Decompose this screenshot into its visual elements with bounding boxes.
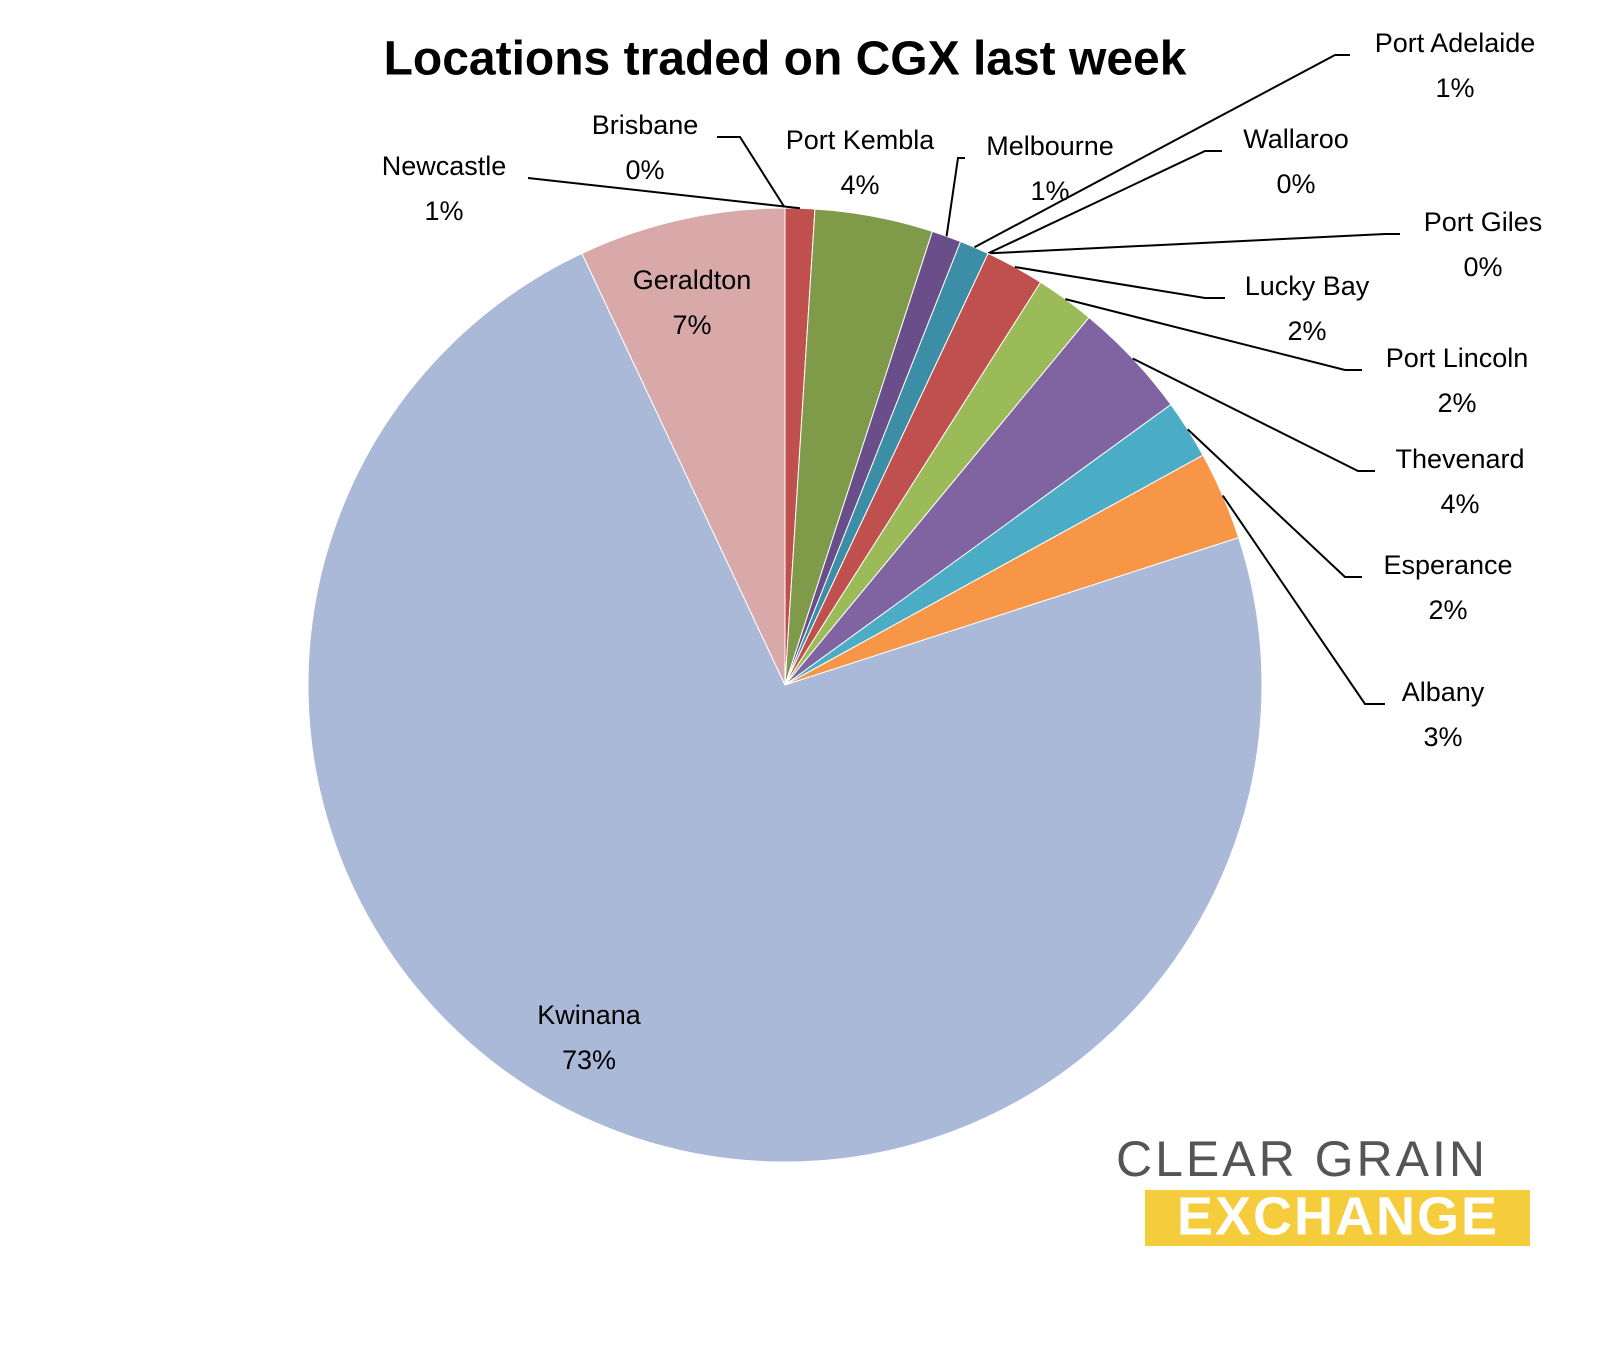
pie-slice	[581, 207, 786, 686]
slice-value-label: 2%	[1437, 388, 1476, 418]
slice-label: Esperance	[1383, 550, 1512, 580]
leader-line	[1014, 266, 1225, 299]
slice-value-label: 1%	[1435, 73, 1474, 103]
slice-label: Kwinana	[537, 1000, 642, 1030]
leader-line	[973, 54, 1350, 249]
slice-value-label: 7%	[672, 310, 711, 340]
slice-value-label: 0%	[1463, 252, 1502, 282]
slice-label: Thevenard	[1395, 444, 1524, 474]
slice-label: Lucky Bay	[1245, 271, 1370, 301]
logo-line2: EXCHANGE	[1177, 1186, 1499, 1246]
slice-label: Port Kembla	[786, 125, 936, 155]
logo-line1: CLEAR GRAIN	[1116, 1131, 1488, 1187]
slice-label: Wallaroo	[1243, 124, 1349, 154]
slice-value-label: 0%	[1276, 169, 1315, 199]
leader-line	[1065, 298, 1362, 371]
slice-value-label: 73%	[562, 1045, 616, 1075]
slice-label: Melbourne	[986, 131, 1114, 161]
slice-label: Albany	[1402, 677, 1485, 707]
logo-band	[1145, 1190, 1530, 1246]
slice-value-label: 1%	[1030, 176, 1069, 206]
leader-line	[527, 177, 801, 210]
slice-value-label: 3%	[1423, 722, 1462, 752]
slice-label: Geraldton	[633, 265, 752, 295]
slice-value-label: 4%	[1440, 489, 1479, 519]
slice-label: Port Adelaide	[1375, 28, 1536, 58]
pie-slice	[307, 252, 1263, 1163]
slice-value-label: 0%	[625, 155, 664, 185]
leader-line	[988, 233, 1400, 255]
slice-value-label: 2%	[1428, 595, 1467, 625]
slice-label: Newcastle	[382, 151, 507, 181]
leader-line	[1132, 357, 1375, 472]
leader-line	[717, 136, 786, 209]
slice-value-label: 4%	[840, 170, 879, 200]
chart-title: Locations traded on CGX last week	[384, 33, 1187, 86]
leader-line	[945, 157, 965, 237]
leader-line	[1187, 428, 1362, 578]
leader-line	[987, 150, 1222, 255]
slice-label: Brisbane	[592, 110, 699, 140]
slice-value-label: 2%	[1287, 316, 1326, 346]
slice-label: Port Giles	[1424, 207, 1543, 237]
leader-line	[1221, 494, 1385, 705]
slice-value-label: 1%	[424, 196, 463, 226]
slice-label: Port Lincoln	[1386, 343, 1529, 373]
